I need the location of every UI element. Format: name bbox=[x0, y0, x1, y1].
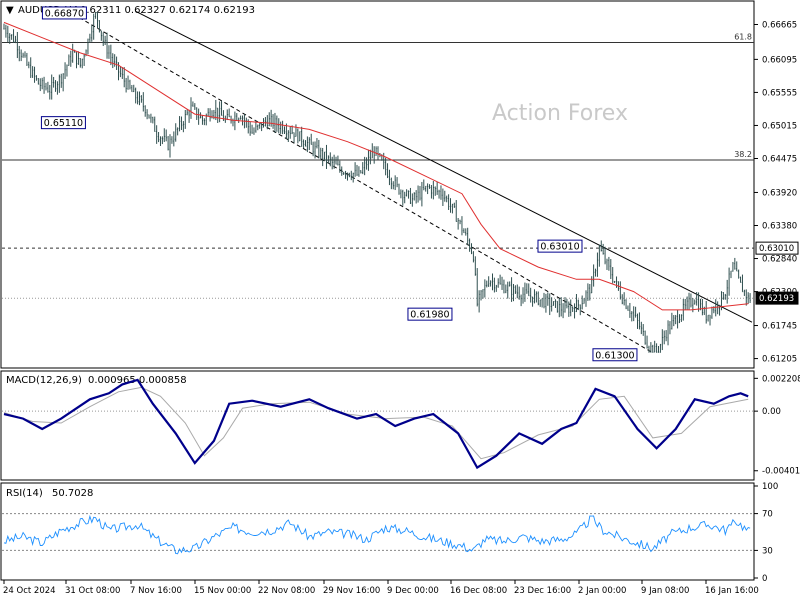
rsi-value: 50.7028 bbox=[52, 488, 93, 499]
time-axis-label: 15 Nov 00:00 bbox=[194, 586, 251, 596]
price-label-text: 0.65110 bbox=[44, 118, 83, 129]
ohlc-values: 0.62311 0.62327 0.62174 0.62193 bbox=[80, 5, 255, 16]
rsi-label: RSI(14) bbox=[6, 488, 43, 499]
trendline-solid[interactable] bbox=[135, 10, 753, 323]
time-axis-label: 29 Nov 16:00 bbox=[323, 586, 380, 596]
watermark: Action Forex bbox=[492, 101, 628, 126]
rsi-panel-frame bbox=[0, 482, 755, 581]
price-axis-label: 0.63920 bbox=[762, 188, 797, 198]
macd-signal-line bbox=[3, 386, 749, 460]
price-label-text: 0.61980 bbox=[410, 310, 449, 321]
trendline-dashed[interactable] bbox=[60, 6, 654, 354]
time-axis-label: 16 Dec 08:00 bbox=[450, 586, 507, 596]
price-label-box bbox=[40, 116, 86, 130]
price-axis-box-label: 0.63010 bbox=[759, 244, 794, 254]
price-label-box bbox=[592, 348, 638, 362]
macd-axis-label: 0.002208 bbox=[762, 374, 800, 384]
time-axis-label: 9 Dec 00:00 bbox=[387, 586, 439, 596]
price-axis-box bbox=[755, 241, 799, 255]
moving-average-line bbox=[3, 21, 749, 311]
macd-panel-frame bbox=[0, 370, 755, 481]
time-axis-label: 16 Jan 16:00 bbox=[705, 586, 759, 596]
time-axis-label: 24 Oct 2024 bbox=[3, 586, 56, 596]
price-label-text: 0.66870 bbox=[45, 8, 84, 19]
price-axis-label: 0.61205 bbox=[762, 355, 797, 365]
macd-axis-label: -0.004012 bbox=[762, 467, 800, 477]
time-axis-label: 9 Jan 08:00 bbox=[641, 586, 689, 596]
dropdown-arrow-icon[interactable]: ▼ bbox=[6, 5, 14, 16]
rsi-axis-label: 30 bbox=[762, 546, 773, 556]
price-axis-label: 0.66665 bbox=[762, 20, 797, 30]
price-label-text: 0.61300 bbox=[595, 350, 634, 361]
price-label-box bbox=[537, 239, 583, 253]
price-label-box bbox=[407, 307, 453, 321]
time-axis-label: 2 Jan 00:00 bbox=[578, 586, 626, 596]
rsi-axis-label: 70 bbox=[762, 510, 773, 520]
price-axis-box bbox=[755, 291, 799, 305]
macd-main-line bbox=[3, 378, 749, 470]
rsi-line bbox=[3, 514, 751, 555]
price-axis-label: 0.61745 bbox=[762, 322, 797, 332]
price-axis-label: 0.62840 bbox=[762, 255, 797, 265]
price-axis-label: 0.66095 bbox=[762, 55, 797, 65]
time-axis-label: 23 Dec 16:00 bbox=[514, 586, 571, 596]
rsi-axis-label: 0 bbox=[762, 574, 767, 584]
price-label-text: 0.63010 bbox=[540, 242, 579, 253]
macd-axis-label: 0.00 bbox=[762, 407, 781, 417]
price-panel-frame bbox=[0, 0, 755, 369]
time-axis-label: 22 Nov 08:00 bbox=[258, 586, 315, 596]
price-axis-label: 0.65015 bbox=[762, 121, 797, 131]
rsi-axis-label: 100 bbox=[762, 482, 778, 492]
level-label: 61.8 bbox=[734, 33, 752, 42]
price-axis-label: 0.63380 bbox=[762, 221, 797, 231]
time-axis-label: 31 Oct 08:00 bbox=[65, 586, 120, 596]
price-label-box bbox=[41, 6, 87, 20]
price-axis-label: 0.64475 bbox=[762, 154, 797, 164]
price-axis-label: 0.65555 bbox=[762, 88, 797, 98]
time-axis-label: 7 Nov 16:00 bbox=[130, 586, 182, 596]
macd-label: MACD(12,26,9) bbox=[6, 375, 82, 386]
price-axis-box-label: 0.62193 bbox=[759, 294, 794, 304]
level-label: 38.2 bbox=[734, 150, 752, 159]
